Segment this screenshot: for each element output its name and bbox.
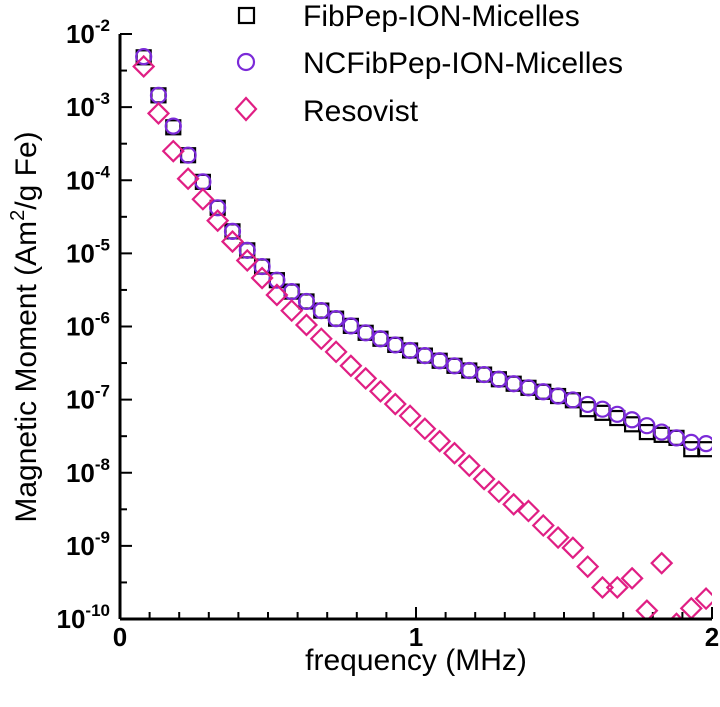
circle-marker bbox=[253, 257, 271, 276]
tick-labels: 0 1 2 10-2 10-3 10-4 10-5 10-6 10-7 10-8 10-9 10-10 bbox=[57, 16, 720, 652]
diamond-marker bbox=[413, 417, 437, 441]
circle-marker bbox=[312, 301, 330, 320]
circle-marker bbox=[164, 117, 182, 135]
circle-marker bbox=[371, 330, 390, 348]
legend-item-ncfibpep: NCFibPep-ION-Micelles bbox=[236, 47, 623, 80]
diamond-marker bbox=[176, 167, 200, 191]
circle-marker bbox=[386, 336, 404, 354]
circle-marker bbox=[135, 48, 153, 66]
diamond-marker bbox=[487, 480, 511, 504]
circle-marker bbox=[431, 352, 449, 370]
y-tick-label: 10-9 bbox=[66, 528, 110, 561]
circle-marker bbox=[357, 324, 375, 342]
diamond-marker bbox=[516, 499, 541, 523]
y-tick-label: 10-5 bbox=[66, 235, 110, 268]
diamond-marker bbox=[502, 492, 526, 516]
diamond-marker bbox=[161, 139, 185, 163]
circle-marker bbox=[223, 222, 242, 240]
diamond-marker bbox=[546, 525, 570, 550]
diamond-marker bbox=[457, 454, 481, 478]
legend: FibPep-ION-Micelles NCFibPep-ION-Micelle… bbox=[234, 0, 623, 128]
circle-marker bbox=[327, 310, 345, 328]
diamond-marker bbox=[294, 313, 319, 337]
diamond-marker bbox=[442, 441, 467, 465]
diamond-marker bbox=[309, 327, 333, 351]
diamond-marker bbox=[339, 354, 363, 378]
legend-item-fibpep: FibPep-ION-Micelles bbox=[237, 0, 580, 33]
legend-circle-marker bbox=[236, 52, 256, 72]
y-tick-label: 10-6 bbox=[66, 309, 110, 342]
circle-marker bbox=[238, 241, 256, 259]
x-tick-label: 1 bbox=[409, 622, 423, 652]
circle-marker bbox=[445, 357, 464, 375]
diamond-marker bbox=[132, 54, 156, 79]
legend-label: Resovist bbox=[303, 95, 419, 128]
diamond-marker bbox=[250, 266, 274, 290]
circle-marker bbox=[608, 405, 626, 423]
y-tick-label: 10-3 bbox=[66, 89, 110, 122]
circle-marker bbox=[401, 341, 419, 360]
diamond-marker bbox=[472, 467, 496, 491]
circle-marker bbox=[593, 400, 612, 418]
diamond-marker bbox=[635, 599, 659, 619]
circle-marker bbox=[638, 417, 656, 435]
y-axis-title-sup: 2 bbox=[7, 210, 29, 221]
diamond-marker bbox=[146, 101, 171, 125]
diamond-marker bbox=[324, 340, 348, 364]
diamond-marker bbox=[650, 551, 674, 575]
legend-item-resovist: Resovist bbox=[234, 95, 419, 128]
legend-label: FibPep-ION-Micelles bbox=[303, 0, 580, 33]
circle-marker bbox=[579, 395, 597, 414]
diamond-marker bbox=[280, 299, 304, 323]
circle-marker bbox=[697, 435, 712, 453]
y-tick-label: 10-10 bbox=[57, 601, 111, 634]
circle-marker bbox=[342, 317, 360, 335]
y-axis-title: Magnetic Moment (Am2/g Fe) bbox=[7, 131, 43, 522]
x-tick-label: 2 bbox=[705, 622, 719, 652]
x-tick-label: 0 bbox=[113, 622, 127, 652]
legend-square-marker bbox=[237, 6, 256, 25]
y-tick-label: 10-7 bbox=[66, 382, 110, 415]
diamond-marker bbox=[428, 429, 452, 453]
circle-marker bbox=[209, 199, 227, 217]
diamond-marker bbox=[398, 404, 422, 428]
data-markers bbox=[132, 48, 712, 619]
diamond-marker bbox=[220, 230, 245, 254]
diamond-marker bbox=[206, 209, 230, 233]
circle-marker bbox=[416, 346, 434, 365]
diamond-marker bbox=[235, 248, 259, 273]
y-tick-label: 10-2 bbox=[66, 16, 110, 49]
diamond-marker bbox=[265, 283, 289, 307]
y-axis-title-main: Magnetic Moment (Am bbox=[10, 221, 43, 523]
diamond-marker bbox=[694, 587, 712, 611]
legend-label: NCFibPep-ION-Micelles bbox=[303, 47, 623, 80]
diamond-marker bbox=[531, 513, 555, 538]
diamond-marker bbox=[620, 566, 644, 590]
square-marker bbox=[697, 441, 712, 458]
y-axis-title-rest: /g Fe) bbox=[10, 131, 43, 209]
diamond-marker bbox=[354, 366, 378, 390]
diamond-marker bbox=[605, 575, 629, 600]
circle-marker bbox=[653, 423, 671, 441]
diamond-marker bbox=[368, 379, 393, 403]
diamond-marker bbox=[383, 392, 407, 416]
x-axis-title: frequency (MHz) bbox=[305, 644, 527, 677]
circle-marker bbox=[623, 411, 641, 429]
y-tick-label: 10-8 bbox=[66, 455, 110, 488]
circle-marker bbox=[297, 292, 316, 311]
circle-marker bbox=[475, 365, 493, 384]
diamond-marker bbox=[561, 536, 585, 560]
diamond-marker bbox=[191, 187, 215, 211]
diamond-marker bbox=[576, 555, 600, 579]
legend-diamond-marker bbox=[234, 96, 258, 122]
y-tick-label: 10-4 bbox=[66, 162, 111, 195]
